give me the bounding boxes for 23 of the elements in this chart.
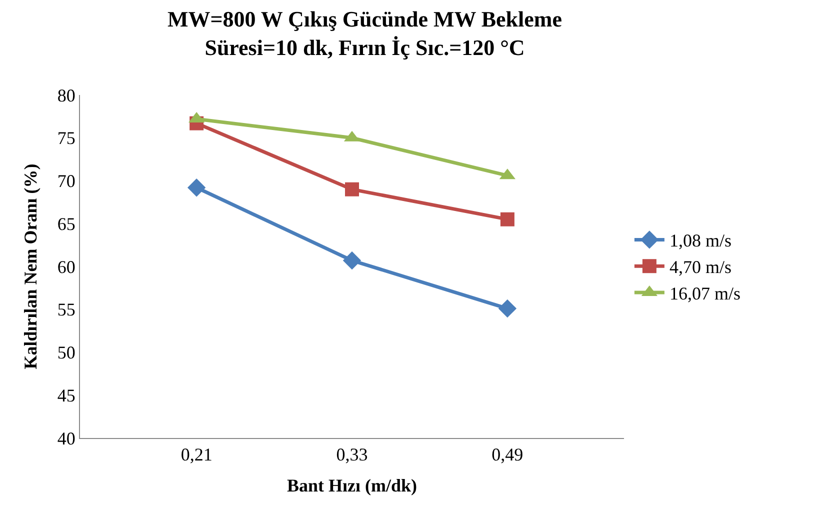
legend-label: 4,70 m/s	[669, 257, 732, 278]
point	[345, 182, 359, 196]
y-tick-label: 70	[57, 171, 76, 192]
point	[342, 251, 362, 270]
legend-label: 16,07 m/s	[669, 284, 740, 304]
y-tick-label: 40	[57, 428, 76, 448]
y-tick-label: 80	[57, 85, 76, 106]
x-tick-label: 0,49	[492, 444, 524, 465]
y-tick-label: 45	[57, 385, 76, 406]
x-axis-title: Bant Hızı (m/dk)	[286, 476, 418, 496]
chart-title: MW=800 W Çıkış Gücünde MW Bekleme Süresi=10 dk, Fırın İç Sıc.=120 °C	[168, 6, 562, 60]
y-tick-label: 75	[57, 128, 76, 148]
y-tick-label: 65	[57, 214, 76, 234]
y-tick-label: 60	[57, 256, 76, 277]
x-tick-label: 0,21	[180, 444, 212, 465]
legend-label: 1,08 m/s	[669, 230, 732, 251]
y-tick-label: 50	[57, 342, 76, 363]
point	[500, 212, 514, 226]
point	[498, 299, 517, 318]
y-tick-label: 55	[57, 300, 76, 320]
point	[187, 178, 206, 197]
x-tick-label: 0,33	[336, 444, 368, 465]
y-axis-title: Kaldırılan Nem Oranı (%)	[20, 164, 41, 370]
